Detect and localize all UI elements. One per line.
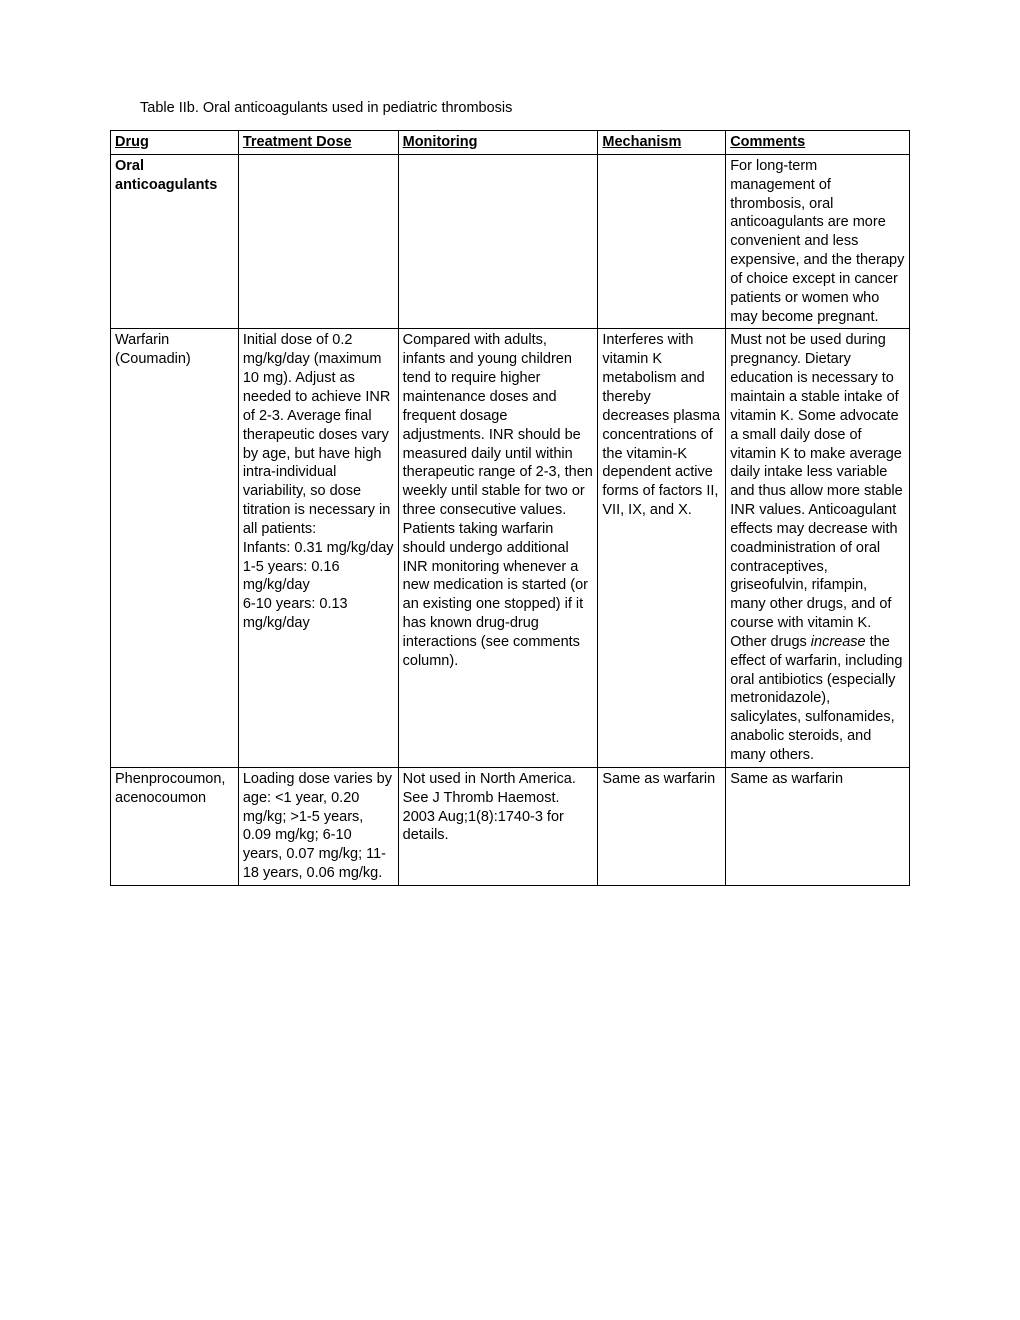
table-row: Oral anticoagulants For long-term manage… bbox=[111, 154, 910, 329]
cell-drug: Phenprocoumon, acenocoumon bbox=[111, 767, 239, 885]
table-row: Phenprocoumon, acenocoumon Loading dose … bbox=[111, 767, 910, 885]
cell-comments: For long-term management of thrombosis, … bbox=[726, 154, 910, 329]
cell-mechanism bbox=[598, 154, 726, 329]
comments-italic: increase bbox=[811, 634, 866, 650]
cell-monitoring: Compared with adults, infants and young … bbox=[398, 329, 598, 767]
cell-dose bbox=[238, 154, 398, 329]
col-comments: Comments bbox=[726, 131, 910, 155]
cell-mechanism: Interferes with vitamin K metabolism and… bbox=[598, 329, 726, 767]
cell-drug: Oral anticoagulants bbox=[111, 154, 239, 329]
cell-monitoring: Not used in North America. See J Thromb … bbox=[398, 767, 598, 885]
cell-mechanism: Same as warfarin bbox=[598, 767, 726, 885]
table-header-row: Drug Treatment Dose Monitoring Mechanism… bbox=[111, 131, 910, 155]
cell-monitoring bbox=[398, 154, 598, 329]
table-row: Warfarin (Coumadin) Initial dose of 0.2 … bbox=[111, 329, 910, 767]
col-drug: Drug bbox=[111, 131, 239, 155]
cell-comments: Same as warfarin bbox=[726, 767, 910, 885]
col-dose: Treatment Dose bbox=[238, 131, 398, 155]
cell-dose: Loading dose varies by age: <1 year, 0.2… bbox=[238, 767, 398, 885]
col-monitoring: Monitoring bbox=[398, 131, 598, 155]
table-title: Table IIb. Oral anticoagulants used in p… bbox=[140, 100, 910, 116]
comments-pre: Must not be used during pregnancy. Dieta… bbox=[730, 332, 903, 650]
cell-comments: Must not be used during pregnancy. Dieta… bbox=[726, 329, 910, 767]
comments-post: the effect of warfarin, including oral a… bbox=[730, 634, 902, 763]
cell-dose: Initial dose of 0.2 mg/kg/day (maximum 1… bbox=[238, 329, 398, 767]
cell-drug: Warfarin (Coumadin) bbox=[111, 329, 239, 767]
col-mechanism: Mechanism bbox=[598, 131, 726, 155]
anticoagulants-table: Drug Treatment Dose Monitoring Mechanism… bbox=[110, 130, 910, 886]
